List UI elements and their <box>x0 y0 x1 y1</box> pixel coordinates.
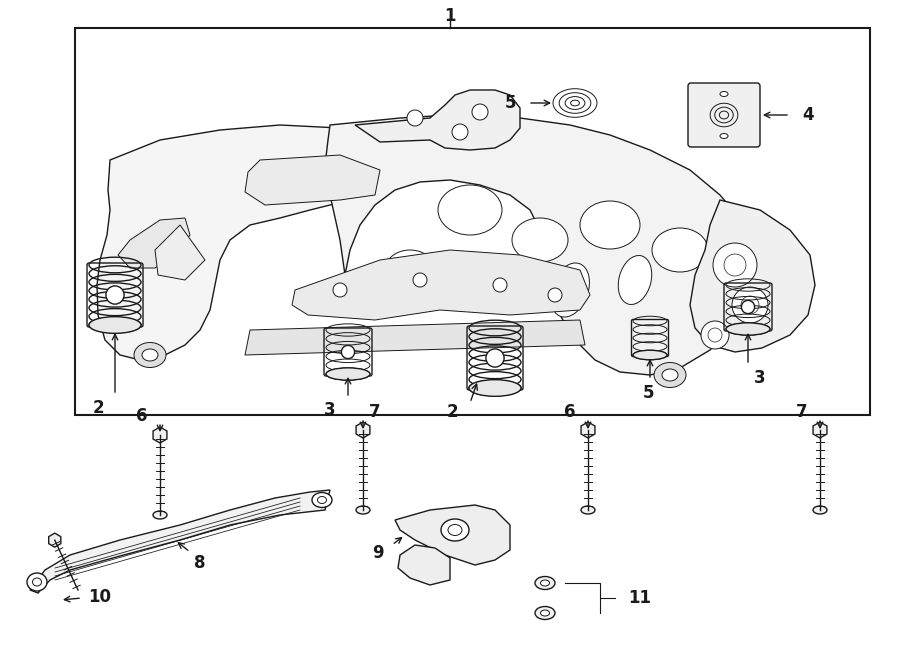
Text: 4: 4 <box>802 106 814 124</box>
Ellipse shape <box>813 506 827 514</box>
Ellipse shape <box>27 573 47 591</box>
Ellipse shape <box>153 511 167 519</box>
Circle shape <box>493 278 507 292</box>
Ellipse shape <box>551 263 590 317</box>
Circle shape <box>701 321 729 349</box>
Ellipse shape <box>469 379 521 397</box>
Circle shape <box>548 288 562 302</box>
Polygon shape <box>155 225 205 280</box>
Ellipse shape <box>385 250 435 290</box>
Text: 5: 5 <box>643 384 653 402</box>
Text: 8: 8 <box>194 554 206 572</box>
Polygon shape <box>97 125 390 360</box>
Ellipse shape <box>89 317 141 333</box>
Ellipse shape <box>486 349 504 367</box>
Text: 6: 6 <box>564 403 576 421</box>
Ellipse shape <box>662 369 678 381</box>
Polygon shape <box>356 422 370 438</box>
Polygon shape <box>245 320 585 355</box>
Ellipse shape <box>134 342 166 368</box>
Text: 6: 6 <box>136 407 148 425</box>
Ellipse shape <box>535 607 555 619</box>
Ellipse shape <box>652 228 708 272</box>
Ellipse shape <box>581 506 595 514</box>
Polygon shape <box>355 90 520 150</box>
Text: 11: 11 <box>628 589 651 607</box>
Polygon shape <box>325 115 755 375</box>
Circle shape <box>452 124 468 140</box>
FancyBboxPatch shape <box>688 83 760 147</box>
Circle shape <box>333 283 347 297</box>
Polygon shape <box>813 422 827 438</box>
Text: 3: 3 <box>754 369 766 387</box>
Polygon shape <box>690 200 815 352</box>
Ellipse shape <box>633 350 667 360</box>
Polygon shape <box>30 490 330 593</box>
Text: 10: 10 <box>88 588 112 606</box>
Polygon shape <box>118 218 190 268</box>
Ellipse shape <box>541 610 550 616</box>
Ellipse shape <box>618 256 652 305</box>
Ellipse shape <box>341 346 355 359</box>
Text: 5: 5 <box>504 94 516 112</box>
Ellipse shape <box>356 506 370 514</box>
Ellipse shape <box>535 576 555 590</box>
Text: 7: 7 <box>796 403 808 421</box>
Ellipse shape <box>654 362 686 387</box>
Polygon shape <box>398 545 450 585</box>
Polygon shape <box>49 533 61 547</box>
Ellipse shape <box>312 492 332 508</box>
Ellipse shape <box>541 580 550 586</box>
Text: 2: 2 <box>446 403 458 421</box>
Text: 3: 3 <box>324 401 336 419</box>
Text: 7: 7 <box>369 403 381 421</box>
Circle shape <box>713 243 757 287</box>
Text: 1: 1 <box>445 7 455 25</box>
Ellipse shape <box>512 218 568 262</box>
Polygon shape <box>245 155 380 205</box>
Polygon shape <box>581 422 595 438</box>
Text: 9: 9 <box>373 544 383 562</box>
Polygon shape <box>292 250 590 320</box>
Ellipse shape <box>720 134 728 139</box>
Ellipse shape <box>438 185 502 235</box>
Polygon shape <box>153 427 166 443</box>
Circle shape <box>407 110 423 126</box>
Ellipse shape <box>142 349 158 361</box>
Bar <box>75 28 870 415</box>
Circle shape <box>472 104 488 120</box>
Ellipse shape <box>580 201 640 249</box>
Ellipse shape <box>726 323 770 335</box>
Ellipse shape <box>441 519 469 541</box>
Ellipse shape <box>720 91 728 97</box>
Ellipse shape <box>742 300 754 313</box>
Circle shape <box>732 287 768 323</box>
Circle shape <box>413 273 427 287</box>
Ellipse shape <box>326 368 370 380</box>
Polygon shape <box>395 505 510 565</box>
Text: 2: 2 <box>92 399 104 417</box>
Ellipse shape <box>106 286 124 304</box>
Ellipse shape <box>478 262 522 298</box>
